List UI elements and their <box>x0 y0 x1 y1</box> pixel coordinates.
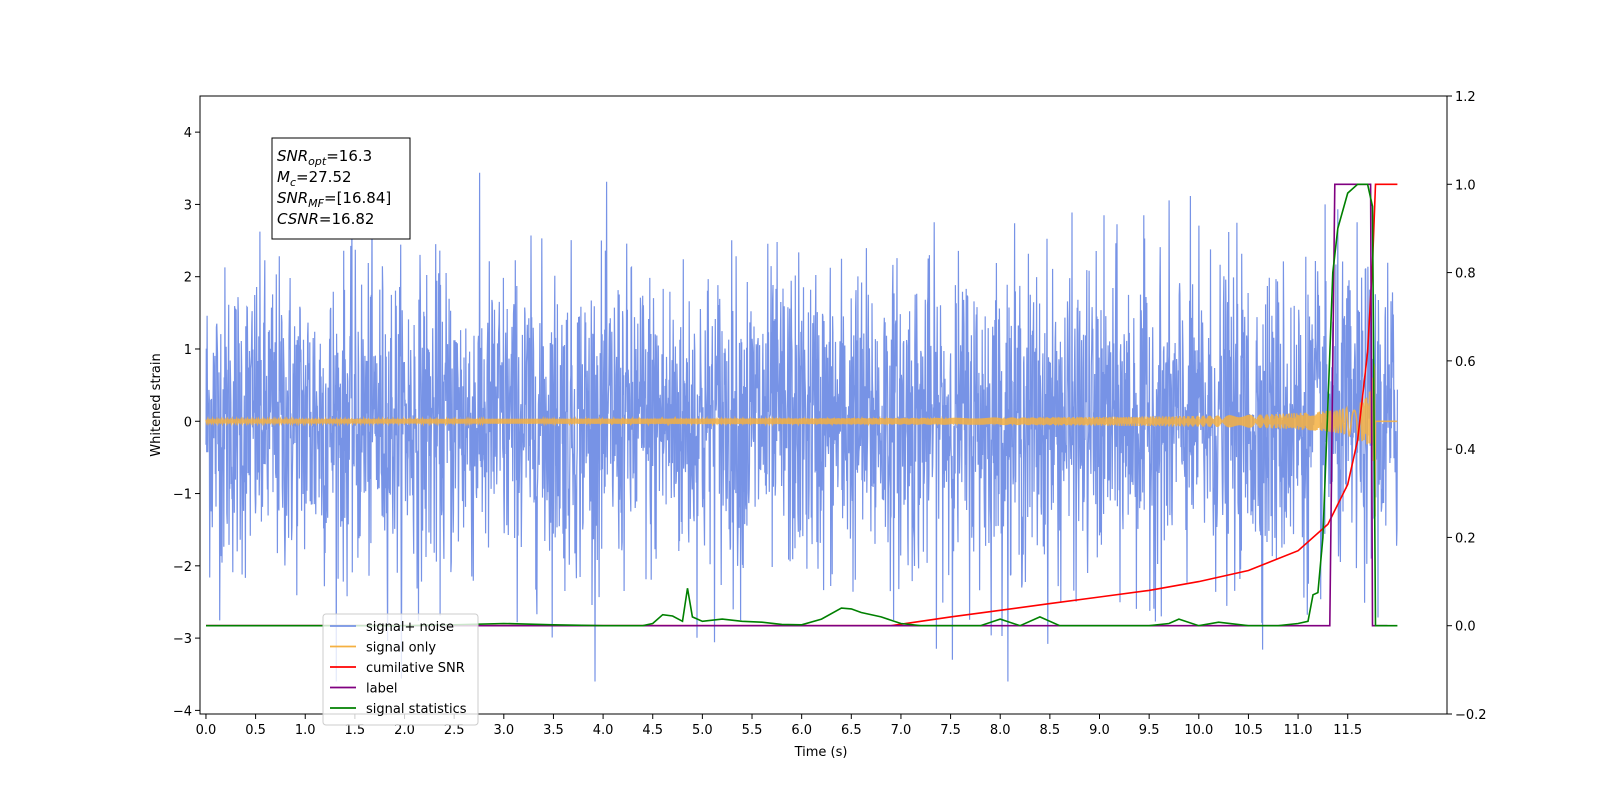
series-signal-noise-line <box>205 172 1398 682</box>
y-axis-right: −0.2 0.0 0.2 0.4 0.6 0.8 1.0 1.2 <box>1447 90 1487 723</box>
y-axis-left: −4 −3 −2 −1 0 1 2 3 4 <box>173 126 200 719</box>
plot-frame <box>199 95 1448 715</box>
x-tick-label: 7.5 <box>940 723 961 738</box>
series-signal-only-line <box>205 363 1398 517</box>
series-signal-statistics-line <box>206 183 1398 627</box>
annotation-line: SNRMF=[16.84] <box>277 189 391 210</box>
x-tick-label: 6.0 <box>791 723 812 738</box>
y-axis-label: Whitened strain <box>149 353 164 456</box>
y2-tick-label: 1.2 <box>1455 90 1476 105</box>
x-tick-label: 6.5 <box>841 723 862 738</box>
x-tick-label: 10.5 <box>1234 723 1263 738</box>
series-layer <box>205 172 1398 682</box>
x-axis: 0.0 0.5 1.0 1.5 2.0 2.5 3.0 3.5 4.0 4.5 5.0 5.5 6.0 6… <box>196 714 1362 738</box>
annotation-value: =[16.84] <box>324 189 391 207</box>
y-tick-label: −4 <box>173 704 192 719</box>
x-tick-label: 11.0 <box>1284 723 1313 738</box>
x-tick-label: 3.5 <box>543 723 564 738</box>
annotation-value: =27.52 <box>296 168 352 186</box>
annotation-line: SNRopt=16.3 <box>277 147 372 168</box>
y2-tick-label: 0.2 <box>1455 531 1476 546</box>
x-tick-label: 5.5 <box>742 723 763 738</box>
x-tick-label: 4.0 <box>593 723 614 738</box>
x-tick-label: 10.0 <box>1184 723 1213 738</box>
x-tick-label: 11.5 <box>1333 723 1362 738</box>
annotation-subscript: MF <box>308 197 324 210</box>
x-tick-label: 2.5 <box>444 723 465 738</box>
legend-label: signal+ noise <box>366 620 454 635</box>
x-tick-label: 3.0 <box>493 723 514 738</box>
y2-tick-label: 0.0 <box>1455 620 1476 635</box>
x-tick-label: 8.0 <box>990 723 1011 738</box>
annotation-box: SNRopt=16.3Mc=27.52SNRMF=[16.84]CSNR=16.… <box>271 137 411 240</box>
x-tick-label: 9.0 <box>1089 723 1110 738</box>
x-tick-label: 1.0 <box>295 723 316 738</box>
annotation-subscript: c <box>290 176 296 189</box>
legend-frame <box>322 613 479 726</box>
y-tick-label: −3 <box>173 632 192 647</box>
y2-tick-label: 0.8 <box>1455 267 1476 282</box>
annotation-symbol: M <box>277 168 290 186</box>
annotation-line: Mc=27.52 <box>277 168 352 189</box>
legend-label: signal statistics <box>366 702 467 717</box>
y2-tick-label: −0.2 <box>1455 708 1487 723</box>
legend-label: signal only <box>366 641 436 656</box>
x-axis-label: Time (s) <box>794 745 848 760</box>
y-tick-label: 4 <box>184 126 192 141</box>
annotation-symbol: SNR <box>277 189 308 207</box>
x-tick-label: 0.5 <box>245 723 266 738</box>
annotation-line: CSNR=16.82 <box>277 210 374 228</box>
y-tick-label: 3 <box>184 198 192 213</box>
x-tick-label: 5.0 <box>692 723 713 738</box>
x-tick-label: 8.5 <box>1040 723 1061 738</box>
y2-tick-label: 1.0 <box>1455 178 1476 193</box>
y-tick-label: 1 <box>184 343 192 358</box>
annotation-value: =16.82 <box>319 210 375 228</box>
annotation-symbol: CSNR <box>277 210 319 228</box>
annotation-frame <box>271 137 411 240</box>
legend: signal+ noise signal only cumilative SNR la… <box>322 613 479 726</box>
y-tick-label: 2 <box>184 271 192 286</box>
x-tick-label: 9.5 <box>1139 723 1160 738</box>
y-tick-label: −2 <box>173 560 192 575</box>
annotation-symbol: SNR <box>277 147 308 165</box>
x-tick-label: 2.0 <box>394 723 415 738</box>
y-tick-label: 0 <box>184 415 192 430</box>
y2-tick-label: 0.6 <box>1455 355 1476 370</box>
annotation-value: =16.3 <box>326 147 372 165</box>
y2-tick-label: 0.4 <box>1455 443 1476 458</box>
y-tick-label: −1 <box>173 488 192 503</box>
legend-label: label <box>366 682 397 697</box>
x-tick-label: 0.0 <box>196 723 217 738</box>
legend-label: cumilative SNR <box>366 661 465 676</box>
x-tick-label: 1.5 <box>345 723 366 738</box>
x-tick-label: 7.0 <box>891 723 912 738</box>
x-tick-label: 4.5 <box>642 723 663 738</box>
annotation-subscript: opt <box>308 155 327 168</box>
